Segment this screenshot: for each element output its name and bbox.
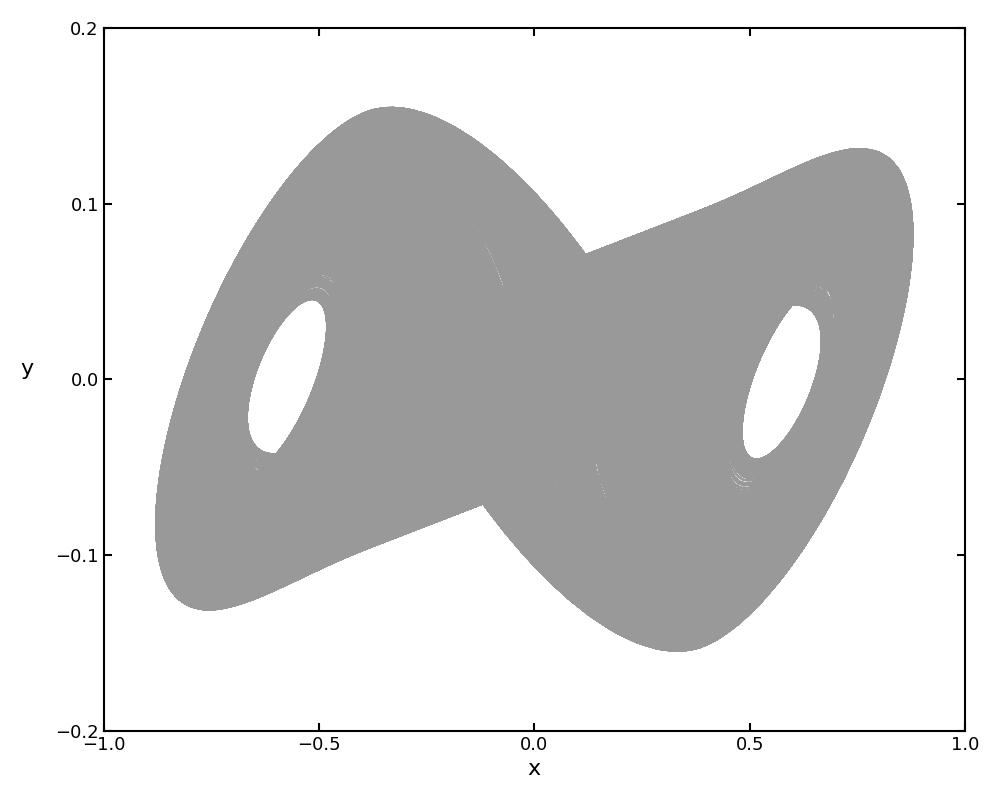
X-axis label: x: x [528, 759, 541, 779]
Y-axis label: y: y [21, 359, 34, 379]
